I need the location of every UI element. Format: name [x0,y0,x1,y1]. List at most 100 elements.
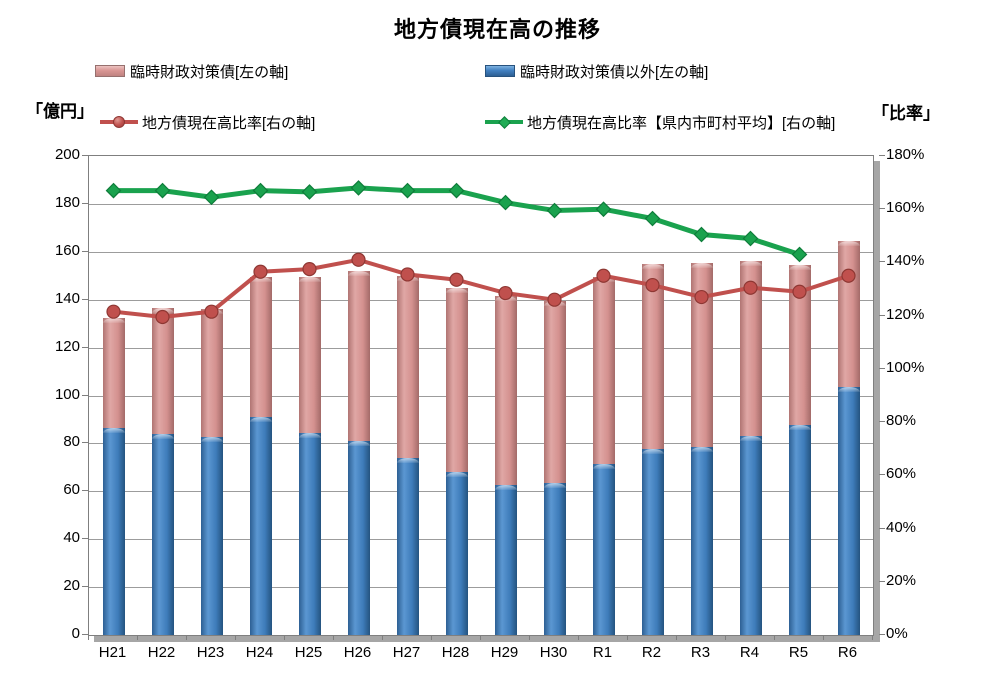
axis-tick [879,421,885,423]
axis-tick [879,367,885,369]
axis-tick [879,580,885,582]
gridline [89,395,873,397]
y-axis-label-right: 80% [886,412,917,430]
ratio-avg-point [791,246,808,263]
axis-tick [725,635,726,640]
bar-segment-other-bond [543,482,566,635]
bar-segment-other-bond [690,447,713,635]
ratio-point [792,284,807,299]
axis-tick [480,635,481,640]
bar-segment-other-bond [641,449,664,635]
ratio-avg-point [105,182,122,199]
axis-tick [872,635,873,640]
axis-tick [82,538,88,540]
axis-tick [431,635,432,640]
axis-tick [333,635,334,640]
legend-item-ratio: 地方債現在高比率[右の軸] [100,112,315,132]
legend-swatch-blue-icon [485,65,515,77]
axis-tick [578,635,579,640]
y-axis-label-left: 80 [63,433,80,451]
legend-swatch-pink-icon [95,65,125,77]
x-axis-label: R4 [739,644,760,661]
x-axis-label: H23 [196,644,225,661]
legend-line-diamond-icon [485,114,523,130]
bar-segment-rinzai-bond [249,276,272,418]
axis-tick [879,155,885,156]
ratio-avg-point [399,182,416,199]
x-axis-label: H21 [98,644,127,661]
axis-tick [382,635,383,640]
axis-tick [82,442,88,444]
x-axis-label: R5 [788,644,809,661]
x-axis-label: R2 [641,644,662,661]
y-axis-label-right: 60% [886,465,917,483]
axis-tick [879,261,885,263]
x-axis-label: H24 [245,644,274,661]
bar-segment-rinzai-bond [102,317,125,428]
legend-label: 地方債現在高比率【県内市町村平均】[右の軸] [527,114,836,132]
y-axis-label-left: 120 [54,337,80,355]
bar-segment-other-bond [445,472,468,635]
y-axis-label-left: 180 [54,193,80,211]
ratio-point [449,272,464,287]
bar-segment-rinzai-bond [298,276,321,433]
ratio-point [596,268,611,283]
ratio-avg-point [546,202,563,219]
y-axis-label-right: 0% [886,625,908,642]
axis-tick [879,474,885,476]
legend-label: 臨時財政対策債以外[左の軸] [520,63,709,81]
axis-tick [879,527,885,529]
ratio-avg-point [350,180,367,196]
y-axis-label-left: 160 [54,241,80,259]
ratio-point [351,252,366,267]
y-axis-label-right: 160% [886,199,925,217]
y-axis-label-right: 140% [886,252,925,270]
x-axis-label: H22 [147,644,176,661]
gridline [89,539,873,541]
axis-tick [82,250,88,252]
y-axis-label-left: 60 [63,481,80,499]
bar-segment-other-bond [102,427,125,635]
ratio-point [694,289,709,305]
legend-item-rinzai-bond: 臨時財政対策債[左の軸] [95,61,288,81]
bar-segment-other-bond [396,457,419,635]
bar-segment-other-bond [592,463,615,635]
legend-item-ratio-avg: 地方債現在高比率【県内市町村平均】[右の軸] [485,112,835,132]
bar-segment-rinzai-bond [739,261,762,437]
gridline [89,491,873,493]
axis-tick [676,635,677,640]
ratio-avg-point [448,182,465,199]
bar-segment-other-bond [200,437,223,635]
bar-segment-other-bond [151,433,174,635]
axis-tick [137,635,138,640]
axis-tick [82,346,88,348]
y-axis-label-left: 100 [54,385,80,403]
y-axis-label-right: 20% [886,571,917,589]
axis-tick [235,635,236,640]
ratio-avg-point [252,182,269,199]
ratio-line [113,257,850,320]
axis-tick [823,635,824,640]
ratio-point [253,264,268,279]
bar-segment-other-bond [788,425,811,635]
y-axis-label-right: 100% [886,358,925,376]
gridline [89,443,873,445]
ratio-point [841,268,856,283]
axis-tick [82,155,88,156]
ratio-avg-point [154,182,171,199]
right-axis-unit: 「比率」 [872,104,940,123]
bar-segment-other-bond [249,417,272,635]
y-axis-label-left: 20 [63,577,80,595]
x-axis-label: H26 [343,644,372,661]
ratio-avg-point [203,189,220,206]
x-axis-label: R3 [690,644,711,661]
axis-tick [284,635,285,640]
ratio-point [106,304,121,319]
axis-tick [879,208,885,210]
axis-tick [82,490,88,492]
ratio-point [547,292,562,307]
ratio-avg-point [497,194,514,211]
axis-tick [627,635,628,640]
x-axis-label: R6 [837,644,858,661]
line-layer [105,180,856,325]
